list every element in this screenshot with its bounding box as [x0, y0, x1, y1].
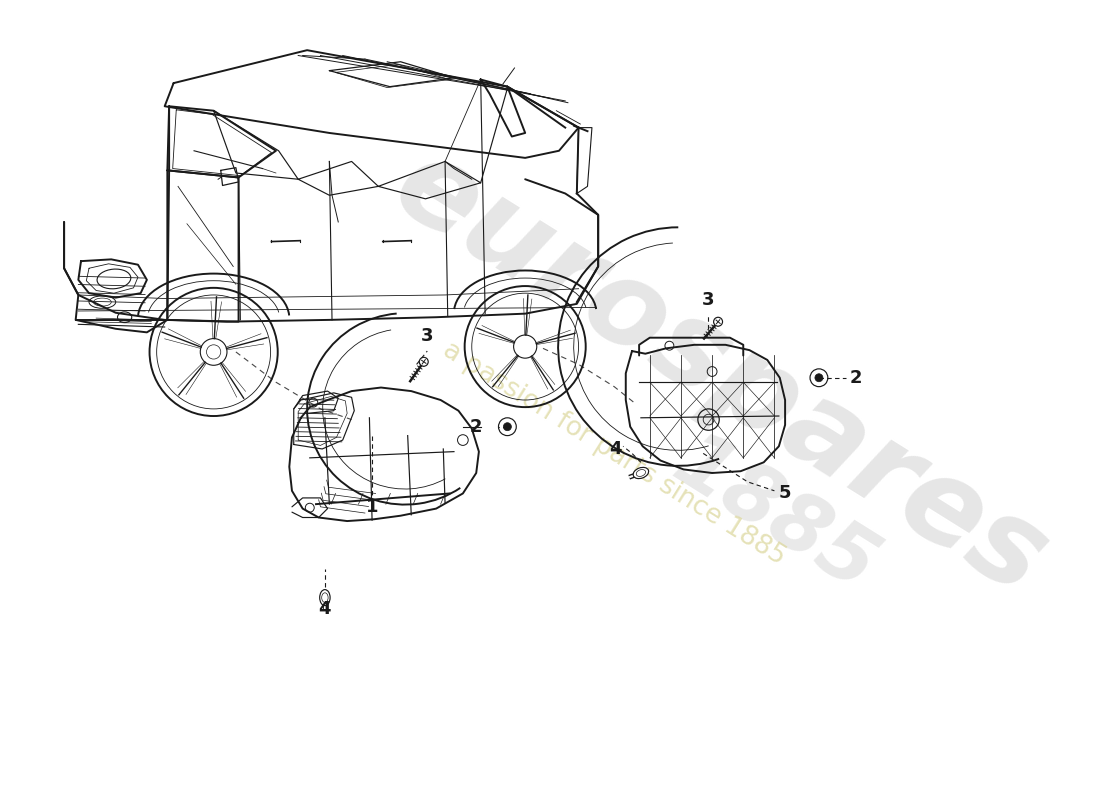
Circle shape: [714, 318, 723, 326]
Text: 2: 2: [470, 418, 483, 436]
Ellipse shape: [634, 467, 649, 478]
Text: 4: 4: [608, 440, 622, 458]
Text: 1: 1: [366, 498, 378, 516]
Circle shape: [504, 422, 512, 430]
Text: 4: 4: [319, 600, 331, 618]
Text: 1885: 1885: [659, 423, 890, 608]
Text: 3: 3: [702, 291, 714, 310]
Circle shape: [419, 358, 428, 366]
Text: 3: 3: [421, 327, 433, 345]
Ellipse shape: [320, 590, 330, 606]
Text: 2: 2: [850, 369, 862, 386]
Text: 5: 5: [779, 483, 791, 502]
Text: a passion for parts since 1885: a passion for parts since 1885: [438, 337, 790, 570]
Text: eurospares: eurospares: [374, 127, 1068, 620]
Circle shape: [815, 374, 823, 382]
